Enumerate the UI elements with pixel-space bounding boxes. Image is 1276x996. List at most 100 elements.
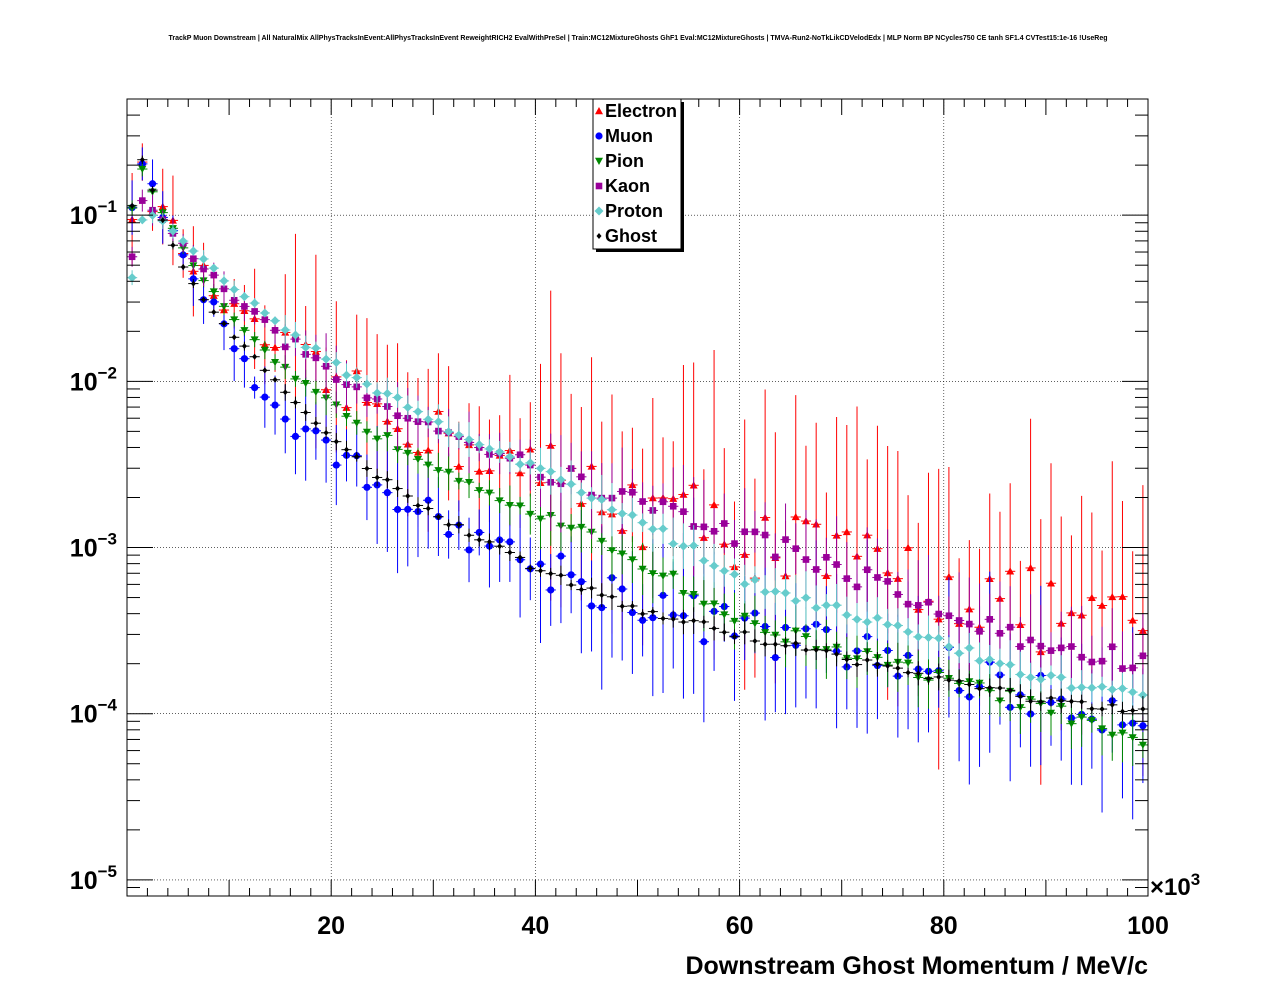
data-point [701,618,707,625]
data-point [1098,601,1107,609]
data-point [168,226,178,236]
data-point [495,497,504,505]
data-point [250,336,259,344]
legend-item-ghost: Ghost [596,226,657,246]
data-point [618,585,626,593]
data-point [834,651,840,658]
data-point [966,681,972,688]
data-point [219,303,228,311]
data-point [853,583,861,591]
legend-label: Pion [605,151,644,171]
data-point [740,579,750,589]
data-point [782,536,789,543]
data-point [587,602,596,610]
data-point [966,620,973,628]
data-point [546,467,556,477]
data-point [874,574,881,581]
data-point [854,661,860,668]
data-point [1099,706,1105,713]
data-point [476,536,482,543]
data-point [720,520,728,527]
data-point [1017,643,1024,650]
data-point [160,217,166,224]
data-point [679,589,688,598]
data-point [1098,725,1107,733]
data-point [354,453,360,460]
legend-item-muon: Muon [595,126,653,146]
data-point [445,530,453,539]
data-point [190,280,196,287]
data-point [567,524,576,532]
data-point [454,477,463,486]
data-point [241,303,248,310]
y-tick-label: 10−1 [70,197,117,230]
data-point [413,456,422,464]
data-point [291,375,300,383]
data-point [170,242,176,249]
data-point [1118,729,1127,737]
data-point [986,616,994,623]
data-point [373,435,382,443]
data-point [260,308,270,318]
data-point [475,487,484,495]
data-point [497,543,503,550]
data-point [382,389,392,399]
data-point [363,483,371,491]
data-point [648,524,658,534]
x-tick-label: 20 [317,912,345,940]
legend-marker [595,157,603,165]
data-point [384,476,390,483]
data-point [731,540,738,547]
series-kaon [127,189,1148,709]
data-point [791,596,801,606]
data-point [474,440,484,450]
data-point [833,561,840,568]
data-point [271,401,279,409]
data-point [395,485,401,492]
data-point [517,554,523,561]
data-point [1109,701,1115,708]
data-point [648,570,657,578]
data-point [862,617,872,627]
data-point [485,489,494,497]
data-point [364,465,370,472]
data-point [464,435,474,445]
data-point [250,298,260,308]
x-multiplier: ×103 [1150,870,1200,901]
data-point [1087,717,1096,725]
data-point [454,430,464,440]
data-point [435,513,441,520]
series-layer [127,143,1148,820]
data-point [772,641,778,648]
data-point [946,677,952,684]
data-point [342,370,352,380]
x-tick-label: 80 [930,912,958,940]
data-point [750,575,760,585]
data-point [352,419,361,427]
data-point [383,432,392,440]
y-tick-label: 10−3 [70,530,117,563]
data-point [680,619,686,626]
data-point [903,627,913,637]
data-point [1138,741,1147,749]
data-point [669,502,677,510]
data-point [536,560,545,568]
data-point [425,505,431,512]
data-point [761,531,769,539]
data-point [486,538,492,545]
data-point [1026,672,1036,682]
data-point [629,602,635,609]
data-point [650,608,656,615]
data-point [190,255,197,263]
legend-marker [595,182,603,190]
data-point [954,648,964,658]
data-point [1087,683,1097,693]
data-point [660,615,666,622]
data-point [893,621,903,631]
data-point [936,673,942,680]
data-point [609,593,615,600]
data-point [680,508,687,515]
data-point [567,571,575,579]
data-point [220,285,228,293]
data-point [362,428,371,436]
